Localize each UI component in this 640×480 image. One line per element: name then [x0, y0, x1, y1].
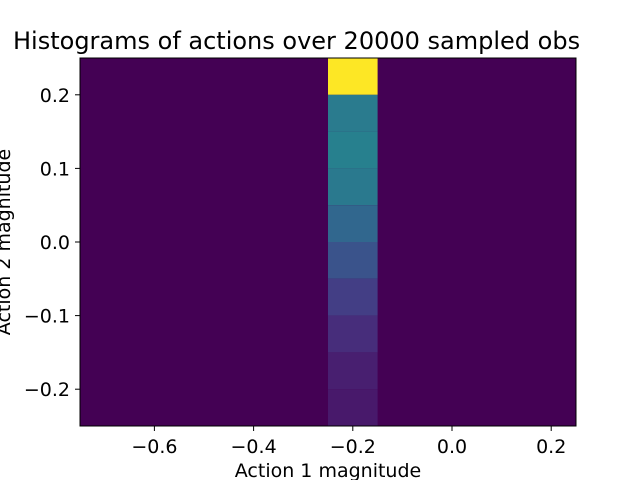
y-tick-label: 0.1	[40, 158, 70, 180]
heatmap-cell	[328, 168, 378, 206]
x-axis-label: Action 1 magnitude	[235, 460, 421, 480]
y-tick-label: 0.0	[40, 232, 70, 254]
x-axis-ticks: −0.6 −0.4 −0.2 0.0 0.2	[131, 426, 566, 458]
x-tick-label: −0.6	[131, 436, 177, 458]
heatmap-cell	[328, 94, 378, 132]
heatmap-cell	[328, 278, 378, 316]
y-tick-label: −0.2	[24, 379, 70, 401]
heatmap-cell	[328, 315, 378, 353]
heatmap-cell	[328, 58, 378, 95]
heatmap-cells	[328, 58, 378, 426]
x-tick-label: −0.4	[231, 436, 277, 458]
y-axis-label: Action 2 magnitude	[0, 149, 15, 335]
heatmap-cell	[328, 352, 378, 390]
heatmap-cell	[328, 242, 378, 279]
heatmap-cell	[328, 131, 378, 169]
x-tick-label: 0.2	[536, 436, 566, 458]
heatmap-cell	[328, 205, 378, 242]
x-tick-label: 0.0	[437, 436, 467, 458]
y-tick-label: −0.1	[24, 306, 70, 328]
heatmap-cell	[328, 389, 378, 426]
y-tick-label: 0.2	[40, 85, 70, 107]
chart-title: Histograms of actions over 20000 sampled…	[13, 27, 580, 55]
x-tick-label: −0.2	[330, 436, 376, 458]
y-axis-ticks: −0.2 −0.1 0.0 0.1 0.2	[24, 85, 80, 401]
